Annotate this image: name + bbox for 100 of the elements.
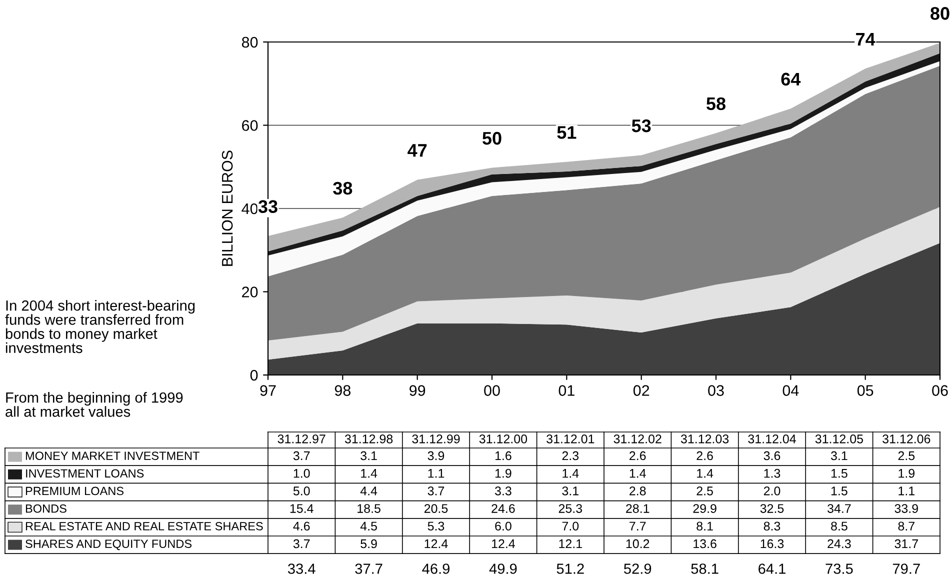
total-label: 58: [706, 97, 726, 110]
data-label: 3.7: [428, 486, 444, 496]
data-label: 31.7: [894, 539, 918, 548]
data-label: 5.0: [293, 486, 310, 496]
y-tick-label: 40: [242, 203, 258, 214]
data-label: 25.3: [558, 504, 582, 513]
data-label: 2.5: [898, 451, 915, 460]
data-label: 1.1: [428, 469, 444, 478]
data-label: 5.9: [360, 539, 377, 548]
x-tick-label: 06: [932, 385, 948, 396]
data-label: 1.4: [361, 469, 378, 478]
data-label: 12.4: [492, 539, 515, 548]
data-label: 7.0: [562, 522, 579, 531]
text: 46.9: [422, 564, 450, 574]
text: 58.1: [691, 564, 718, 574]
x-tick-label: 04: [782, 385, 799, 396]
total-label: 47: [408, 144, 427, 157]
total-label: 33: [258, 200, 278, 213]
data-label: 6.0: [495, 522, 512, 531]
text: From the beginning of 1999 all at market values: [6, 392, 183, 417]
legend-label: PREMIUM LOANS: [26, 486, 124, 496]
data-label: 1.5: [831, 469, 848, 478]
text: 31.12.02: [614, 434, 662, 444]
data-label: 1.6: [495, 451, 512, 460]
data-label: 5.3: [428, 522, 444, 531]
data-label: 3.3: [494, 486, 512, 496]
text: 31.12.98: [344, 434, 393, 444]
data-label: 32.5: [760, 504, 784, 513]
data-label: 20.5: [424, 504, 448, 513]
data-label: 13.6: [694, 539, 716, 548]
x-tick-label: 98: [334, 385, 350, 396]
x-tick-label: 02: [633, 385, 650, 396]
data-label: 3.7: [293, 539, 310, 548]
text: 49.9: [489, 564, 517, 574]
data-label: 8.3: [764, 522, 780, 531]
text: 52.9: [624, 564, 652, 574]
data-label: 4.5: [360, 522, 377, 531]
data-label: 2.6: [630, 451, 646, 460]
data-label: 1.5: [831, 486, 848, 496]
y-axis-title: BILLION EUROS: [222, 150, 233, 266]
data-label: 8.7: [898, 522, 914, 531]
data-label: 1.1: [898, 486, 914, 496]
total-label: 50: [482, 132, 502, 145]
data-label: 3.1: [830, 451, 848, 460]
total-label: 51: [557, 126, 576, 139]
data-label: 8.1: [696, 522, 713, 531]
data-label: 2.6: [696, 451, 713, 460]
data-label: 18.5: [358, 504, 380, 513]
data-label: 2.3: [562, 451, 579, 460]
legend-label: MONEY MARKET INVESTMENT: [26, 452, 200, 460]
data-label: 34.7: [828, 504, 851, 513]
data-label: 1.9: [898, 468, 914, 478]
x-tick-label: 03: [708, 385, 724, 396]
data-label: 28.1: [626, 504, 650, 513]
data-label: 3.6: [764, 451, 780, 460]
text: 31.12.99: [412, 434, 460, 444]
y-tick-label: 20: [242, 286, 258, 298]
data-label: 2.0: [764, 486, 780, 496]
data-label: 16.3: [760, 539, 784, 548]
text: 31.12.05: [815, 434, 864, 444]
text: 64.1: [758, 564, 786, 574]
data-label: 1.0: [294, 468, 310, 478]
legend-label: INVESTMENT LOANS: [26, 469, 144, 478]
data-label: 2.8: [630, 486, 646, 496]
data-label: 33.9: [894, 504, 918, 513]
text: 31.12.01: [546, 434, 594, 444]
text: 37.7: [355, 564, 382, 574]
text: 73.5: [826, 564, 853, 574]
total-label: 64: [781, 72, 801, 86]
data-label: 1.3: [764, 468, 780, 478]
total-label: 80: [930, 7, 950, 20]
data-label: 4.4: [360, 486, 378, 496]
total-label: 38: [333, 182, 352, 195]
data-label: 2.5: [696, 486, 713, 496]
data-label: 24.3: [828, 539, 851, 548]
data-label: 7.7: [630, 522, 646, 530]
x-tick-label: 00: [484, 385, 500, 396]
x-tick-label: 01: [558, 385, 574, 396]
y-tick-label: 80: [242, 36, 258, 48]
data-label: 1.9: [495, 468, 512, 478]
text: 31.12.04: [748, 434, 796, 444]
text: 33.4: [288, 564, 316, 574]
data-label: 12.4: [424, 539, 448, 548]
legend-label: SHARES AND EQUITY FUNDS: [26, 540, 192, 550]
text: 31.12.06: [882, 434, 930, 444]
y-tick-label: 60: [242, 120, 258, 131]
data-label: 1.4: [630, 469, 646, 478]
x-tick-label: 99: [410, 385, 426, 396]
data-label: 12.1: [559, 539, 582, 548]
data-label: 1.4: [562, 469, 579, 478]
text: 51.2: [556, 564, 584, 574]
x-tick-label: 05: [857, 385, 874, 396]
total-label: 53: [632, 119, 651, 132]
text: 31.12.00: [479, 434, 528, 444]
data-label: 29.9: [693, 504, 716, 513]
data-label: 3.1: [562, 486, 578, 496]
text: 31.12.97: [278, 434, 326, 444]
data-label: 3.1: [360, 451, 377, 460]
legend-label: BONDS: [26, 504, 66, 513]
total-label: 74: [856, 33, 876, 46]
